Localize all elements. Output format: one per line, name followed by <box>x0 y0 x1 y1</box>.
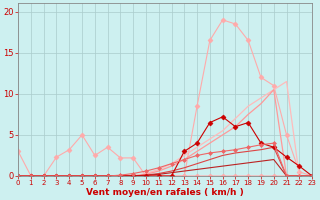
X-axis label: Vent moyen/en rafales ( km/h ): Vent moyen/en rafales ( km/h ) <box>86 188 244 197</box>
